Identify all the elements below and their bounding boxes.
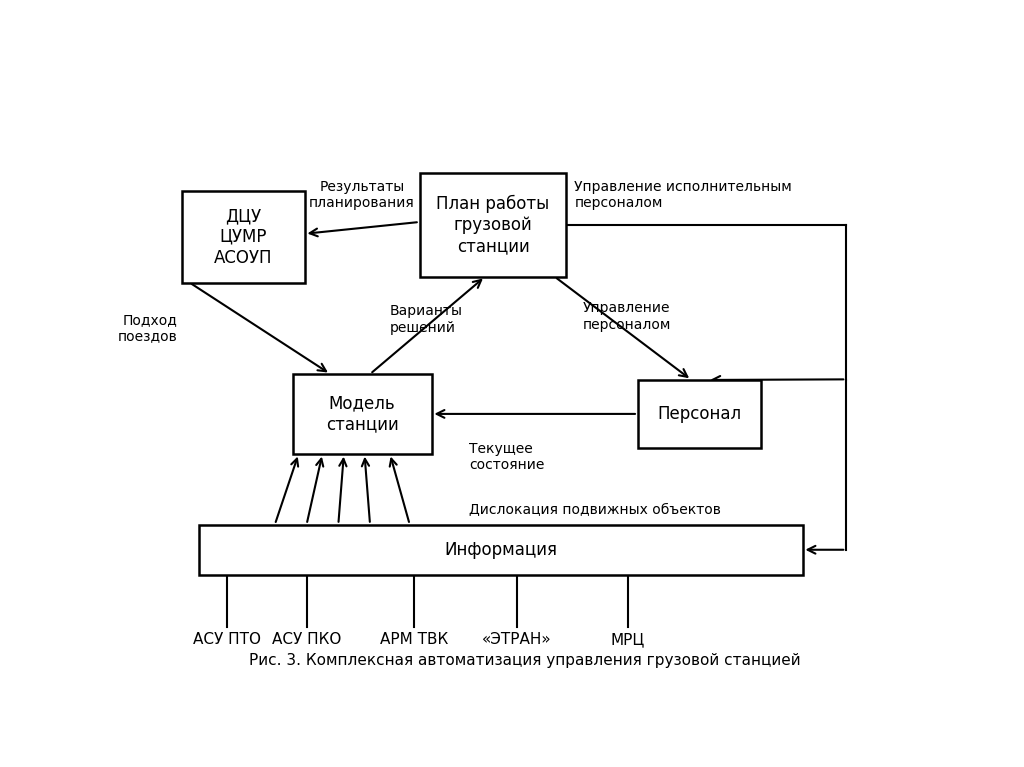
Text: Текущее
состояние: Текущее состояние bbox=[469, 442, 545, 472]
FancyBboxPatch shape bbox=[181, 191, 304, 282]
Text: Управление
персоналом: Управление персоналом bbox=[583, 301, 671, 331]
Text: Подход
поездов: Подход поездов bbox=[118, 313, 177, 344]
FancyBboxPatch shape bbox=[420, 173, 566, 277]
Text: Дислокация подвижных объектов: Дислокация подвижных объектов bbox=[469, 503, 721, 517]
FancyBboxPatch shape bbox=[293, 374, 431, 454]
Text: Рис. 3. Комплексная автоматизация управления грузовой станцией: Рис. 3. Комплексная автоматизация управл… bbox=[249, 653, 801, 668]
Text: Варианты
решений: Варианты решений bbox=[390, 304, 463, 334]
Text: Модель
станции: Модель станции bbox=[326, 394, 398, 433]
FancyBboxPatch shape bbox=[638, 380, 761, 448]
Text: «ЭТРАН»: «ЭТРАН» bbox=[482, 633, 552, 647]
Text: АРМ ТВК: АРМ ТВК bbox=[380, 633, 447, 647]
Text: План работы
грузовой
станции: План работы грузовой станции bbox=[436, 195, 550, 255]
Text: МРЦ: МРЦ bbox=[611, 633, 645, 647]
Text: ДЦУ
ЦУМР
АСОУП: ДЦУ ЦУМР АСОУП bbox=[214, 207, 272, 267]
Text: Результаты
планирования: Результаты планирования bbox=[309, 180, 415, 210]
Text: Управление исполнительным
персоналом: Управление исполнительным персоналом bbox=[574, 180, 793, 210]
Text: АСУ ПКО: АСУ ПКО bbox=[272, 633, 341, 647]
Text: Персонал: Персонал bbox=[657, 405, 741, 423]
Text: Информация: Информация bbox=[444, 541, 557, 558]
Text: АСУ ПТО: АСУ ПТО bbox=[194, 633, 261, 647]
FancyBboxPatch shape bbox=[200, 525, 803, 574]
